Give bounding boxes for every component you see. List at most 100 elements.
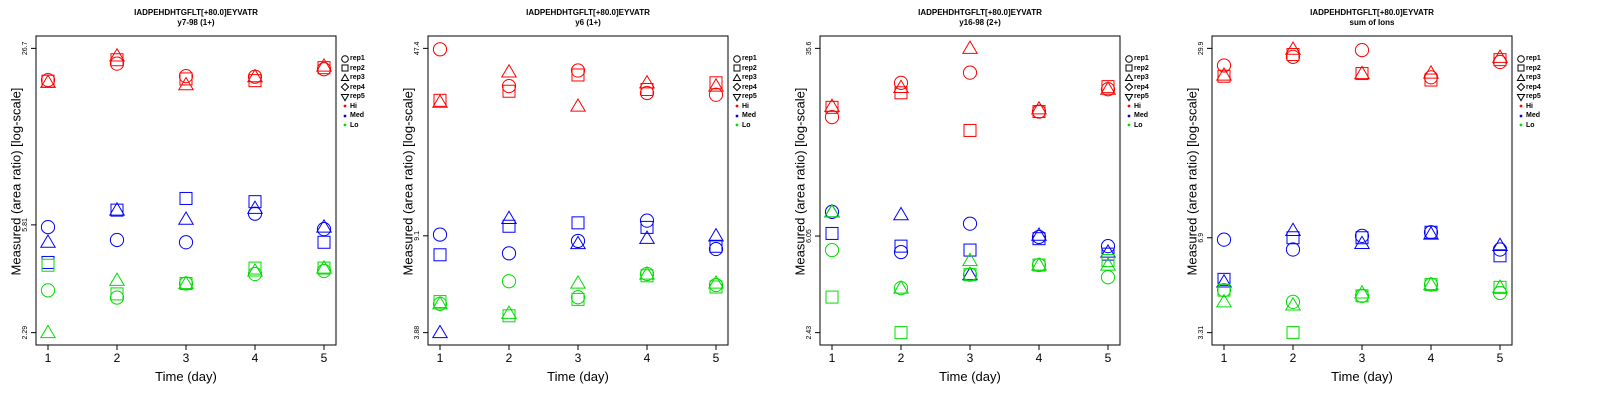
data-point-circle [639, 85, 655, 101]
data-point-square [433, 248, 447, 262]
data-point-square [571, 68, 585, 82]
data-point-triangle [638, 265, 656, 280]
legend-item: rep4 [732, 82, 757, 93]
legend-dot [343, 104, 347, 108]
data-point-square [110, 203, 124, 217]
legend-symbol [340, 82, 350, 92]
legend-item: rep3 [732, 73, 757, 83]
data-point-circle [962, 267, 978, 282]
legend: rep1 rep2 rep3 rep4 rep5 Hi Med Lo [1124, 54, 1149, 130]
y-tick-label: 35.6 [806, 41, 813, 55]
data-point-square [825, 290, 839, 304]
data-point-square [1424, 73, 1438, 87]
legend-item: rep1 [1516, 54, 1541, 64]
legend-item: rep3 [1124, 73, 1149, 83]
data-point-circle [1216, 283, 1232, 298]
legend-symbol-svg [343, 114, 347, 118]
data-point-circle [178, 69, 194, 84]
data-point-circle [1100, 239, 1116, 254]
legend-label: Lo [350, 121, 359, 129]
y-tick-label: 6.05 [806, 229, 813, 243]
legend-symbol [732, 54, 742, 63]
legend-symbol-svg [1127, 123, 1131, 127]
legend-dot [1127, 123, 1131, 127]
data-point-square [894, 326, 908, 340]
data-point-square [1217, 283, 1231, 297]
plot-area: 1 2 3 4 5 2.43 6.05 35.6 [806, 35, 1121, 365]
legend-item: rep1 [732, 54, 757, 64]
legend-symbol [1124, 64, 1134, 72]
data-point-triangle-down [1516, 93, 1526, 102]
plot-area: 1 2 3 4 5 3.88 9.1 47.4 [414, 35, 729, 365]
data-point-circle [962, 216, 978, 231]
data-point-triangle [892, 279, 910, 294]
chart-panel: IADPEHDHTGFLT[+80.0]EYVATR y16-98 (2+) Mea… [784, 0, 1176, 400]
legend-dot [1519, 114, 1523, 118]
legend-symbol [732, 64, 742, 72]
data-point-square [1355, 289, 1369, 303]
legend-item: rep2 [340, 64, 365, 74]
legend-label: rep1 [1526, 55, 1541, 62]
data-point-square [640, 82, 654, 96]
y-tick-label: 2.43 [806, 326, 813, 340]
data-point-triangle-down [732, 93, 742, 102]
data-point-triangle-down [340, 93, 350, 102]
data-point-triangle [1030, 256, 1048, 271]
data-point-triangle [1284, 222, 1302, 237]
data-point-circle [109, 232, 125, 248]
legend-symbol-svg [340, 73, 350, 81]
data-point-circle [109, 56, 125, 71]
legend-label: rep4 [1526, 83, 1541, 91]
legend-symbol [1124, 54, 1134, 63]
legend-symbol [1516, 112, 1526, 120]
legend-symbol-svg [1517, 54, 1525, 63]
legend-label: rep5 [742, 93, 757, 100]
chart-subtitle: y7-98 (1+) [177, 18, 215, 27]
legend-label: Hi [1526, 102, 1533, 110]
x-tick-label: 3 [967, 351, 974, 365]
data-point-square [1517, 64, 1525, 72]
data-point-circle [1492, 285, 1508, 301]
legend-label: Med [1526, 112, 1540, 119]
legend-symbol [340, 73, 350, 82]
legend: rep1 rep2 rep3 rep4 rep5 Hi Med Lo [340, 54, 365, 130]
data-point-circle [1216, 58, 1232, 73]
x-tick-label: 3 [183, 351, 190, 365]
data-point-triangle [39, 324, 57, 339]
legend-label: rep5 [1134, 93, 1149, 100]
y-tick-label: 3.31 [1198, 326, 1205, 340]
plot-frame [819, 35, 1121, 346]
legend: rep1 rep2 rep3 rep4 rep5 Hi Med Lo [1516, 54, 1541, 130]
y-tick-label: 5.81 [22, 218, 29, 232]
x-tick-label: 1 [437, 351, 444, 365]
data-point-triangle [431, 94, 449, 108]
data-point-triangle [177, 211, 195, 225]
x-tick-label: 1 [45, 351, 52, 365]
data-point-square [110, 287, 124, 301]
data-point-square [433, 93, 447, 107]
y-tick-label: 47.4 [414, 41, 421, 55]
data-point-square [1101, 80, 1115, 94]
data-point-circle [432, 227, 448, 242]
legend-symbol [1124, 93, 1134, 102]
legend-label: rep5 [350, 93, 365, 100]
data-point-circle [1354, 228, 1370, 244]
x-tick-label: 4 [1428, 351, 1435, 365]
data-point-circle [1031, 104, 1047, 119]
data-point-square [248, 195, 262, 209]
data-point-diamond [1516, 82, 1526, 92]
legend-symbol-svg [1127, 104, 1131, 108]
legend-symbol-svg [733, 64, 741, 72]
data-point-circle [40, 283, 56, 298]
data-point-triangle [1491, 279, 1509, 293]
data-point-diamond [340, 82, 350, 92]
legend-symbol-svg [732, 73, 742, 81]
data-point-circle [316, 222, 332, 237]
legend-symbol [1124, 121, 1134, 129]
data-point-triangle [1215, 273, 1233, 288]
chart-panel: IADPEHDHTGFLT[+80.0]EYVATR y6 (1+) Measure… [392, 0, 784, 400]
legend-dot [1127, 104, 1131, 108]
data-point-square [571, 292, 585, 306]
legend-item: Lo [1124, 121, 1149, 131]
data-point-triangle [892, 206, 910, 221]
